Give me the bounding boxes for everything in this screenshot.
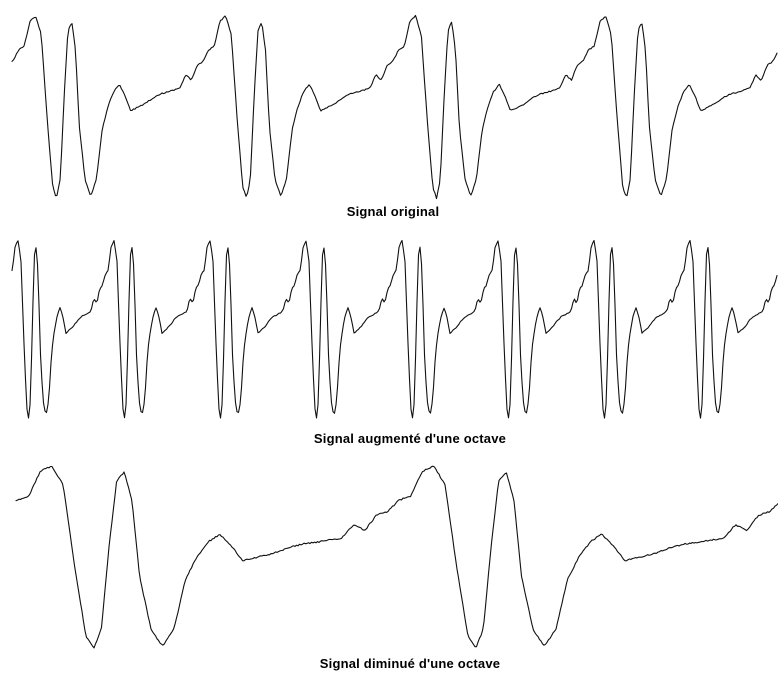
waveform-octave-up [0,225,778,435]
waveform-original [0,0,778,210]
waveform-original-trace [11,14,778,200]
waveform-octave-down-trace [15,465,778,649]
waveform-octave-down [0,450,778,660]
caption-signal-octave-down: Signal diminué d'une octave [319,656,501,671]
caption-signal-original: Signal original [346,204,440,219]
waveform-octave-up-trace [11,239,778,419]
caption-signal-octave-up: Signal augmenté d'une octave [313,431,507,446]
